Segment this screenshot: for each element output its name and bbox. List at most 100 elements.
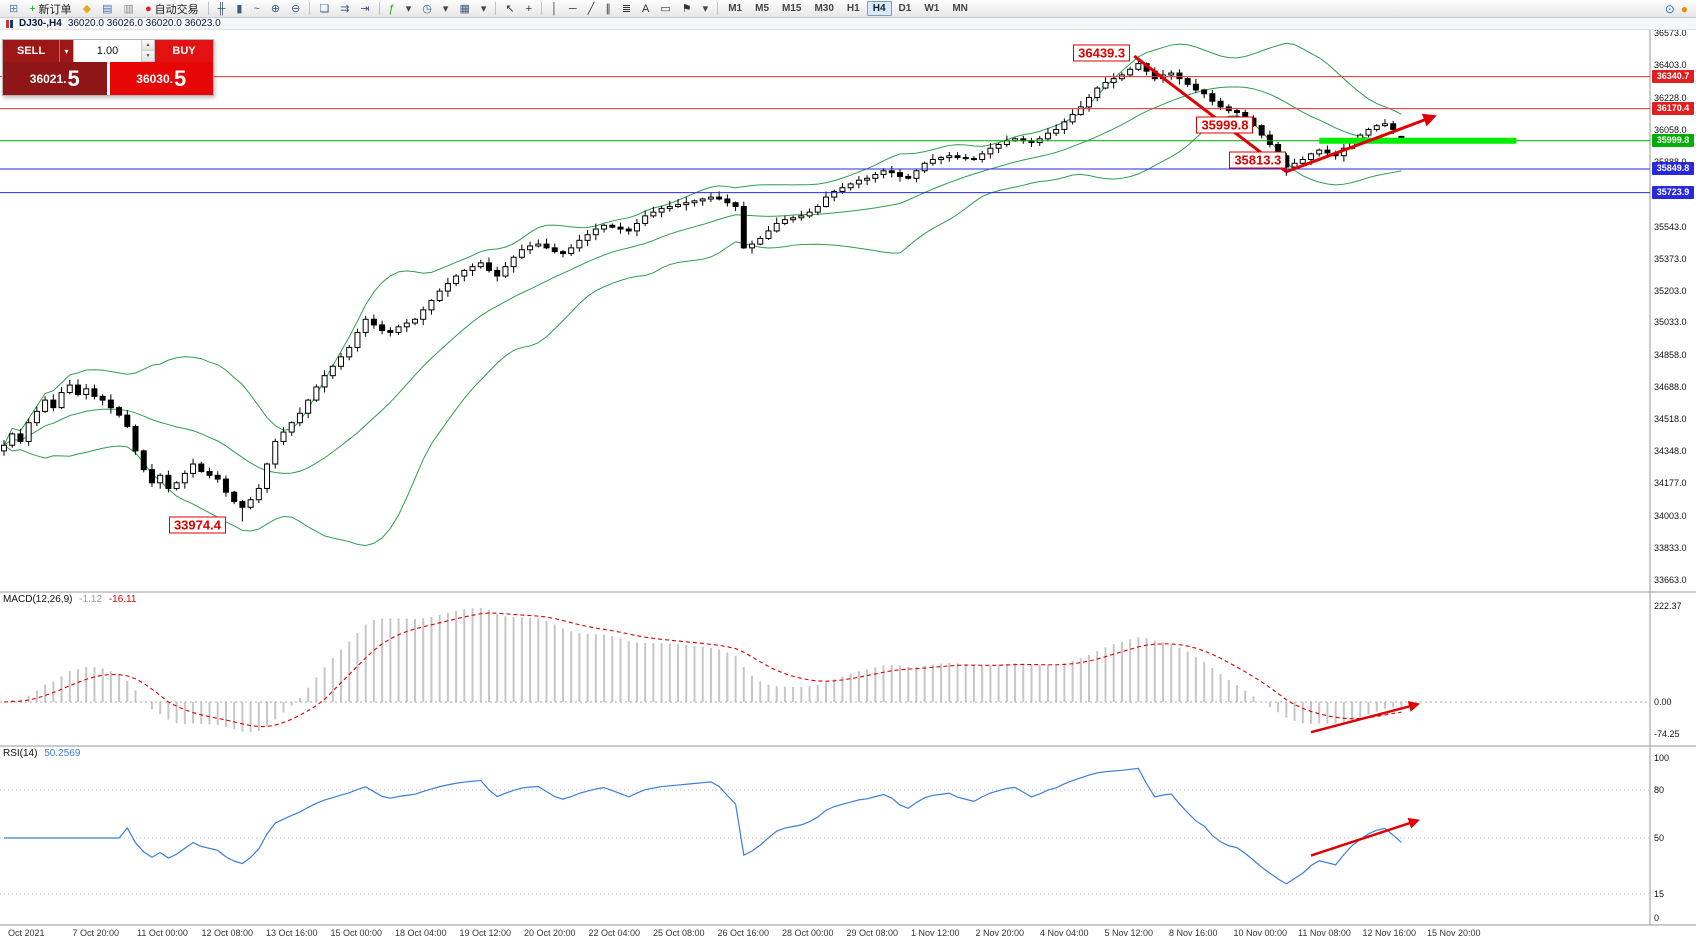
time-axis-label: 13 Oct 16:00	[266, 928, 318, 938]
charts-window-button[interactable]: ⊞	[4, 1, 23, 17]
arrows-button[interactable]: ⚑	[677, 1, 697, 17]
time-axis-label: 10 Nov 00:00	[1233, 928, 1288, 938]
timeframe-d1[interactable]: D1	[898, 3, 912, 14]
price-tick: 34858.0	[1654, 350, 1687, 361]
time-axis-label: Oct 2021	[8, 928, 45, 938]
arrows-dropdown[interactable]: ▾	[698, 1, 714, 17]
flag-icon: ⚑	[681, 2, 692, 15]
auto-scroll-button[interactable]: ⇉	[335, 1, 354, 17]
market-watch-button[interactable]: ▤	[97, 1, 117, 17]
chart-ohlc-values: 36020.0 36026.0 36020.0 36023.0	[67, 18, 221, 29]
volume-input[interactable]	[74, 40, 141, 62]
timeframe-h1[interactable]: H1	[846, 3, 860, 14]
price-tag: 35849.8	[1652, 162, 1694, 176]
candle-chart-button[interactable]: ▮	[231, 1, 247, 17]
price-tick: 35543.0	[1654, 221, 1687, 232]
bollinger-lower-band	[3, 115, 1402, 547]
templates-button[interactable]: ▦	[454, 1, 474, 17]
channel-button[interactable]: ∥	[600, 1, 616, 17]
time-axis-label: 4 Nov 04:00	[1040, 928, 1089, 938]
trend-arrow[interactable]	[1285, 113, 1437, 174]
templates-dropdown[interactable]: ▾	[476, 1, 492, 17]
macd-main-value: -1.12	[79, 594, 103, 605]
macd-axis-tick: 0.00	[1654, 697, 1672, 707]
trend-arrow[interactable]	[1133, 54, 1288, 173]
list-icon: ▤	[102, 2, 113, 15]
chevron-down-icon: ▾	[442, 2, 449, 15]
macd-signal-value: -16.11	[108, 594, 137, 605]
autotrading-button[interactable]: ● 自动交易	[140, 1, 204, 17]
indicators-button[interactable]: ƒ	[384, 1, 400, 17]
chevron-down-icon: ▾	[405, 2, 412, 15]
label-button[interactable]: ▭	[655, 1, 675, 17]
line-chart-button[interactable]: ~	[248, 1, 264, 17]
timeframe-m1[interactable]: M1	[728, 3, 743, 14]
vertical-line-icon: │	[551, 2, 558, 15]
trend-arrow[interactable]	[1310, 817, 1420, 857]
timeframe-mn[interactable]: MN	[952, 3, 968, 14]
cursor-icon: ↖	[505, 2, 515, 15]
macd-name: MACD(12,26,9)	[3, 594, 73, 605]
periods-dropdown[interactable]: ▾	[438, 1, 454, 17]
time-axis-label: 26 Oct 16:00	[717, 928, 770, 938]
trend-arrow[interactable]	[1310, 701, 1421, 734]
cursor-button[interactable]: ↖	[500, 1, 519, 17]
timeframe-w1[interactable]: W1	[924, 3, 940, 14]
indicators-dropdown[interactable]: ▾	[401, 1, 417, 17]
macd-axis-tick: 222.37	[1654, 601, 1682, 611]
price-tag: 35999.8	[1652, 134, 1694, 148]
price-tag: 35723.9	[1652, 186, 1694, 200]
new-order-button[interactable]: + 新订单	[24, 1, 76, 17]
price-annotation-label[interactable]: 35813.3	[1229, 151, 1287, 168]
new-order-button-label: 新订单	[38, 3, 72, 16]
timeframe-m30[interactable]: M30	[814, 3, 834, 14]
community-icon[interactable]: ●	[1680, 1, 1688, 16]
price-tick: 35713.0	[1654, 189, 1687, 200]
fibonacci-icon: ≣	[621, 2, 632, 15]
chart-shift-button[interactable]: ⇥	[355, 1, 374, 17]
hline-button[interactable]: ─	[564, 1, 582, 17]
text-button[interactable]: A	[637, 1, 654, 17]
timeframe-m15[interactable]: M15	[782, 3, 802, 14]
price-annotation-label[interactable]: 35999.8	[1196, 116, 1254, 134]
buy-price-display[interactable]: 36030. 5	[109, 62, 213, 95]
sell-dropdown[interactable]: ▾	[59, 40, 73, 62]
volume-down-button[interactable]: ▼	[142, 51, 154, 62]
time-axis-label: 11 Nov 08:00	[1298, 928, 1351, 938]
toolbar-separator	[495, 2, 497, 15]
crosshair-icon: +	[525, 2, 533, 15]
rsi-indicator-label: RSI(14) 50.2569	[3, 748, 80, 759]
zoom-in-button[interactable]: ⊕	[266, 1, 285, 17]
time-axis-label: 1 Nov 12:00	[911, 928, 960, 938]
timeframe-h4[interactable]: H4	[866, 1, 892, 16]
periods-button[interactable]: ◷	[417, 1, 437, 17]
plus-icon: +	[29, 2, 36, 15]
time-axis-label: 29 Oct 08:00	[846, 928, 899, 938]
macd-histogram	[11, 607, 1403, 733]
sell-button[interactable]: SELL	[3, 40, 59, 62]
mql-editor-button[interactable]: ◆	[78, 1, 96, 17]
trendline-button[interactable]: ╱	[583, 1, 600, 17]
volume-up-button[interactable]: ▲	[142, 40, 154, 51]
terminal-button[interactable]: ▥	[119, 1, 139, 17]
price-annotation-label[interactable]: 33974.4	[168, 516, 226, 534]
sell-price-display[interactable]: 36021. 5	[3, 62, 107, 95]
buy-button-label: BUY	[172, 45, 196, 57]
tile-windows-button[interactable]: ❏	[314, 1, 334, 17]
buy-price-big-digit: 5	[173, 65, 187, 91]
search-icon[interactable]: ⊙	[1664, 1, 1675, 16]
buy-button[interactable]: BUY	[155, 40, 213, 62]
bars-icon: ╫	[217, 2, 226, 15]
price-annotation-label[interactable]: 36439.3	[1073, 44, 1131, 62]
price-tag: 36170.4	[1652, 102, 1694, 116]
zoom-out-button[interactable]: ⊖	[286, 1, 305, 17]
vline-button[interactable]: │	[546, 1, 563, 17]
fibonacci-button[interactable]: ≣	[617, 1, 636, 17]
text-icon: A	[642, 2, 650, 15]
timeframe-m5[interactable]: M5	[755, 3, 770, 14]
bar-chart-button[interactable]: ╫	[213, 1, 231, 17]
candlestick-series	[1, 58, 1405, 522]
crosshair-button[interactable]: +	[521, 1, 537, 17]
